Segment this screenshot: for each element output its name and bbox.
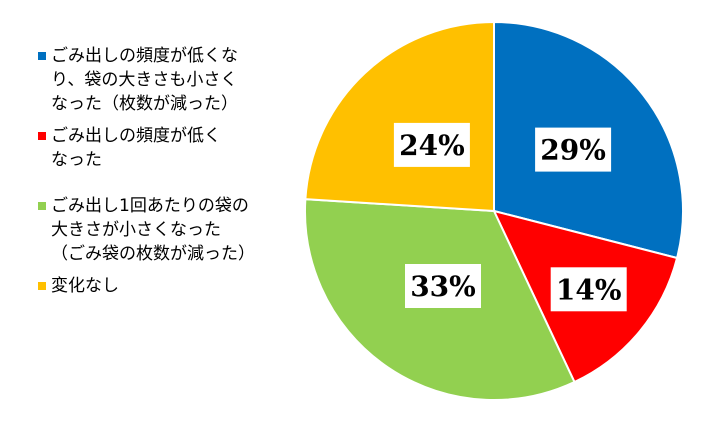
data-label-box <box>550 267 627 312</box>
data-label: 14% <box>556 273 622 306</box>
data-label-box <box>393 122 470 167</box>
legend-label: ごみ出しの頻度が低く なった <box>51 126 221 170</box>
legend-label: ごみ出し1回あたりの袋の 大きさが小さくなった （ごみ袋の枚数が減った） <box>51 196 255 264</box>
legend-item-bag-size: ごみ出し1回あたりの袋の 大きさが小さくなった （ごみ袋の枚数が減った） <box>38 194 298 266</box>
legend-item-frequency: ごみ出しの頻度が低く なった <box>38 124 298 172</box>
data-label-box <box>535 127 612 172</box>
chart-legend: ごみ出しの頻度が低くな り、袋の大きさも小さく なった（枚数が減った） ごみ出し… <box>38 44 298 306</box>
legend-item-frequency-and-size: ごみ出しの頻度が低くな り、袋の大きさも小さく なった（枚数が減った） <box>38 44 298 116</box>
data-label-box <box>405 264 481 308</box>
pie-labels: 29% 14% 33% 24% <box>393 122 627 312</box>
legend-item-no-change: 変化なし <box>38 274 298 298</box>
legend-swatch-yellow <box>38 282 46 290</box>
pie-slice-no-change <box>304 20 495 213</box>
data-label: 24% <box>399 129 465 162</box>
pie-slices <box>303 20 684 401</box>
legend-label: 変化なし <box>51 276 119 296</box>
legend-swatch-blue <box>38 52 46 60</box>
legend-label: ごみ出しの頻度が低くな り、袋の大きさも小さく なった（枚数が減った） <box>51 46 238 114</box>
data-label: 29% <box>540 134 606 167</box>
legend-swatch-green <box>38 202 46 210</box>
data-label: 33% <box>410 270 476 303</box>
legend-swatch-red <box>38 132 46 140</box>
